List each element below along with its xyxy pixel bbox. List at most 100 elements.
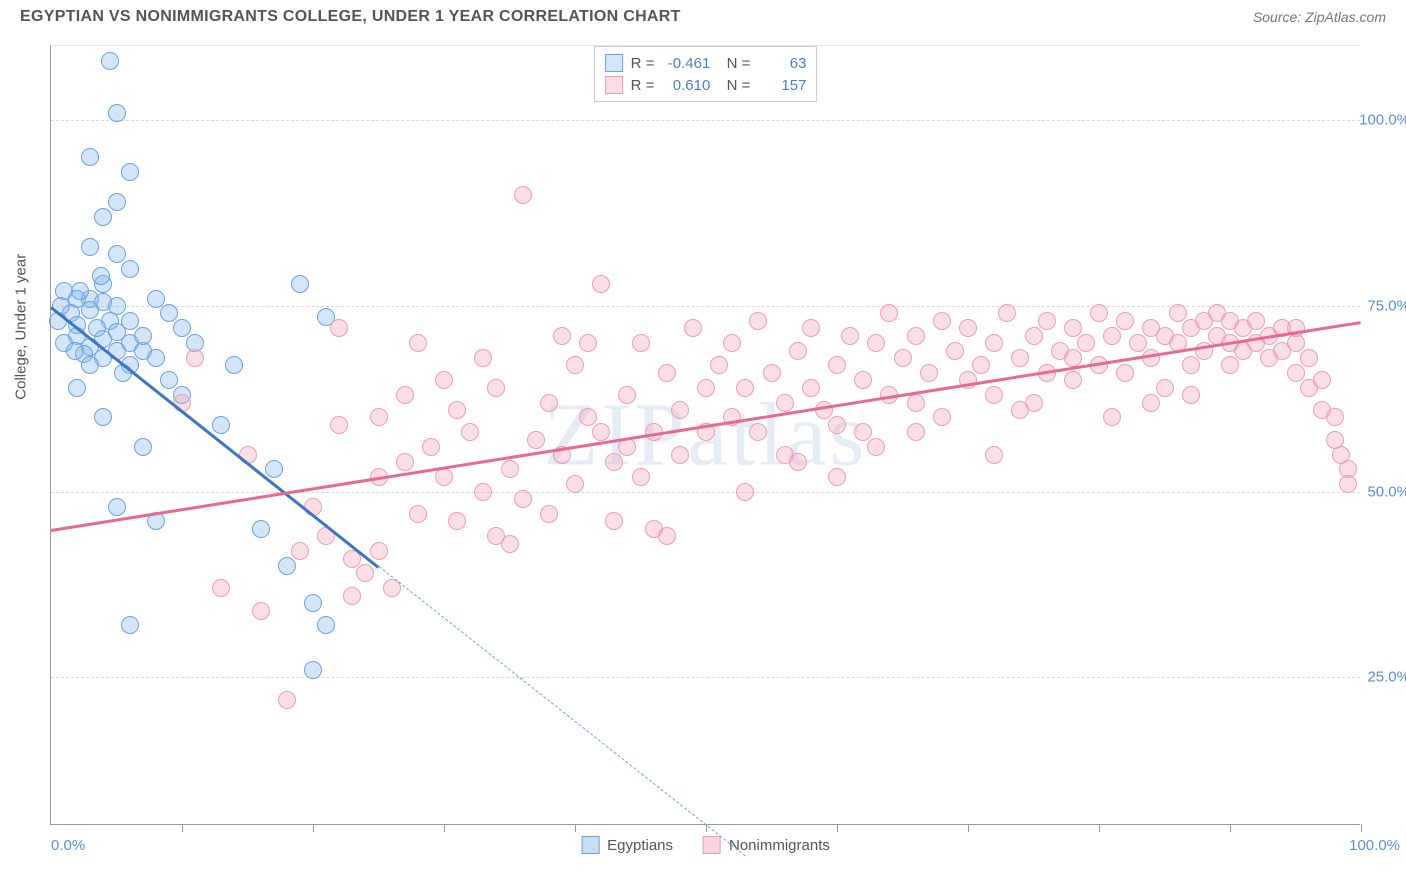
data-point [920,364,938,382]
data-point [579,334,597,352]
data-point [1064,319,1082,337]
data-point [605,453,623,471]
legend-swatch-icon [581,836,599,854]
data-point [68,379,86,397]
data-point [566,475,584,493]
data-point [474,483,492,501]
data-point [802,319,820,337]
data-point [278,691,296,709]
data-point [946,342,964,360]
data-point [828,416,846,434]
data-point [1221,312,1239,330]
legend-label: Egyptians [607,837,673,854]
x-tick [1230,824,1231,832]
data-point [540,505,558,523]
data-point [566,356,584,374]
y-tick-label: 25.0% [1367,669,1406,686]
data-point [933,312,951,330]
data-point [435,371,453,389]
data-point [396,386,414,404]
y-tick-label: 75.0% [1367,298,1406,315]
x-min-label: 0.0% [51,837,85,854]
data-point [763,364,781,382]
legend-swatch-nonimmigrants [605,76,623,94]
x-tick [968,824,969,832]
data-point [592,423,610,441]
data-point [736,379,754,397]
data-point [1103,327,1121,345]
chart-title: EGYPTIAN VS NONIMMIGRANTS COLLEGE, UNDER… [20,8,681,26]
data-point [867,438,885,456]
data-point [972,356,990,374]
legend-row-egyptians: R = -0.461 N = 63 [605,52,807,74]
data-point [527,431,545,449]
data-point [998,304,1016,322]
data-point [66,342,84,360]
data-point [94,408,112,426]
data-point [1182,356,1200,374]
trend-line [378,566,745,856]
data-point [409,334,427,352]
data-point [501,460,519,478]
data-point [396,453,414,471]
data-point [854,371,872,389]
data-point [108,498,126,516]
data-point [985,334,1003,352]
data-point [356,564,374,582]
data-point [1103,408,1121,426]
data-point [108,104,126,122]
data-point [1169,304,1187,322]
x-tick [1361,824,1362,832]
data-point [1326,408,1344,426]
x-tick [444,824,445,832]
gridline [51,492,1360,493]
data-point [749,423,767,441]
data-point [1156,379,1174,397]
data-point [501,535,519,553]
data-point [448,401,466,419]
legend-correlation: R = -0.461 N = 63 R = 0.610 N = 157 [594,46,818,102]
y-tick-label: 100.0% [1359,112,1406,129]
data-point [101,52,119,70]
data-point [1011,349,1029,367]
n-label: N = [718,55,750,72]
data-point [907,394,925,412]
r-label: R = [631,55,655,72]
source-label: Source: ZipAtlas.com [1253,9,1386,25]
data-point [1221,356,1239,374]
data-point [71,282,89,300]
data-point [658,527,676,545]
data-point [723,334,741,352]
data-point [789,453,807,471]
data-point [867,334,885,352]
data-point [147,349,165,367]
gridline [51,306,1360,307]
data-point [265,460,283,478]
data-point [212,416,230,434]
data-point [789,342,807,360]
x-tick [1099,824,1100,832]
data-point [108,245,126,263]
data-point [985,446,1003,464]
data-point [802,379,820,397]
data-point [225,356,243,374]
data-point [579,408,597,426]
data-point [1077,334,1095,352]
data-point [736,483,754,501]
x-tick [575,824,576,832]
legend-item-egyptians: Egyptians [581,836,673,854]
data-point [749,312,767,330]
data-point [94,208,112,226]
data-point [370,542,388,560]
data-point [409,505,427,523]
data-point [1090,304,1108,322]
data-point [173,319,191,337]
data-point [684,319,702,337]
data-point [252,520,270,538]
data-point [671,446,689,464]
data-point [134,438,152,456]
data-point [160,304,178,322]
legend-swatch-egyptians [605,54,623,72]
data-point [907,423,925,441]
data-point [121,616,139,634]
